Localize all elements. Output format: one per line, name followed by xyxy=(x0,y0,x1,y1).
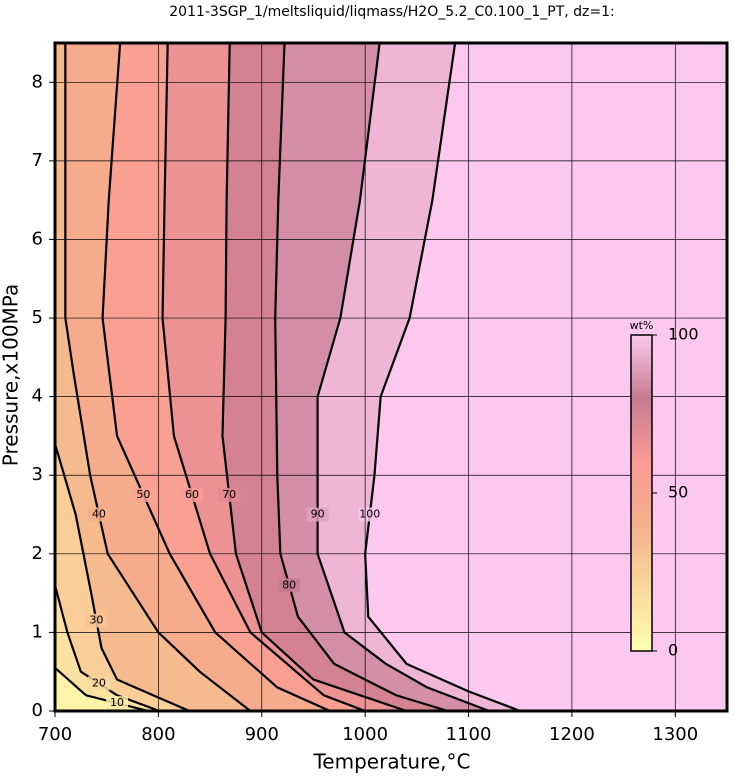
contour-label: 30 xyxy=(89,614,103,627)
contour-label: 100 xyxy=(359,508,380,521)
plot-frame xyxy=(53,41,729,713)
contour-fill xyxy=(55,43,251,711)
contour-label: 40 xyxy=(92,508,106,521)
x-tick-label: 1300 xyxy=(652,724,698,745)
contour-fill xyxy=(55,43,331,711)
contour-label-bg xyxy=(218,487,241,502)
y-tick-label: 6 xyxy=(32,228,43,249)
y-tick-label: 0 xyxy=(32,700,43,721)
contour-label: 70 xyxy=(222,488,236,501)
x-tick-label: 900 xyxy=(245,724,279,745)
contour-fill xyxy=(55,585,160,711)
contour-label-bg xyxy=(85,613,108,628)
contour-line xyxy=(53,584,160,713)
contour-label-bg xyxy=(306,507,329,522)
chart-title: 2011-3SGP_1/meltsliquid/liqmass/H2O_5.2_… xyxy=(169,4,615,20)
contour-label-bg xyxy=(87,676,110,691)
y-tick-label: 2 xyxy=(32,543,43,564)
contour-label: 60 xyxy=(185,488,199,501)
y-tick-label: 1 xyxy=(32,621,43,642)
colorbar-tick-label: 50 xyxy=(668,483,688,502)
x-axis-label: Temperature,°C xyxy=(312,750,470,774)
contour-label: 50 xyxy=(136,488,150,501)
x-tick-label: 1100 xyxy=(446,724,492,745)
contour-label-bg xyxy=(180,487,203,502)
contour-label-bg xyxy=(87,507,110,522)
colorbar xyxy=(630,334,653,652)
y-tick-label: 5 xyxy=(32,307,43,328)
contour-label-bg xyxy=(358,507,381,522)
contour-label: 90 xyxy=(311,508,325,521)
contour-fill xyxy=(55,667,149,711)
x-tick-label: 700 xyxy=(38,724,72,745)
contour-label: 20 xyxy=(92,676,106,689)
contour-label-bg xyxy=(132,487,155,502)
contour-label-bg xyxy=(278,578,301,593)
contour-fill xyxy=(55,443,190,711)
y-tick-label: 8 xyxy=(32,71,43,92)
x-tick-label: 1200 xyxy=(549,724,595,745)
contour-label-bg xyxy=(106,696,129,711)
y-tick-label: 7 xyxy=(32,150,43,171)
y-axis-label: Pressure,x100MPa xyxy=(0,284,23,466)
y-tick-label: 3 xyxy=(32,464,43,485)
colorbar-label: wt% xyxy=(630,319,654,332)
x-tick-label: 800 xyxy=(141,724,175,745)
contour-label: 10 xyxy=(110,696,124,709)
contour-label: 80 xyxy=(282,578,296,591)
colorbar-tick-label: 100 xyxy=(668,325,699,344)
x-tick-label: 1000 xyxy=(342,724,388,745)
y-tick-label: 4 xyxy=(32,386,43,407)
colorbar-tick-label: 0 xyxy=(668,641,678,660)
